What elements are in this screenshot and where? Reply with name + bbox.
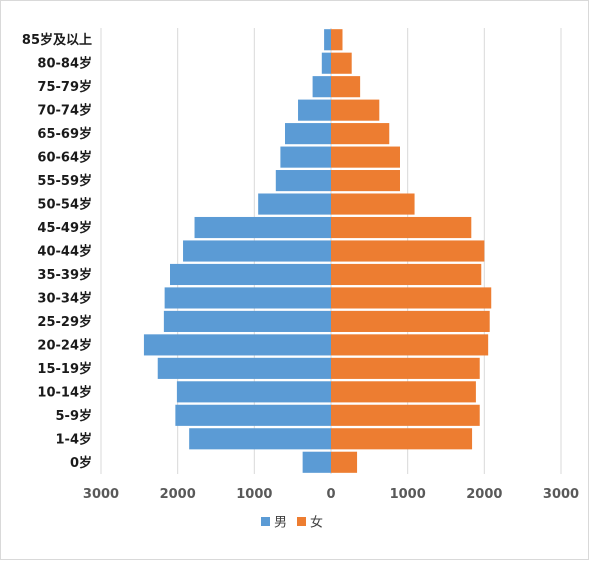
bar-male [176,381,331,403]
x-tick-labels: 3000 2000 1000 0 1000 2000 3000 [83,487,579,502]
bar-female [331,451,358,473]
bar-female [331,381,476,403]
bar-female [331,240,485,262]
legend-label: 女 [310,515,323,531]
category-label: 30-34岁 [37,290,92,306]
category-label: 85岁及以上 [22,32,92,48]
bar-female [331,52,352,74]
bar-female [331,428,473,450]
x-tick-label: 3000 [543,487,579,502]
bar-male [163,310,331,332]
bar-female [331,310,490,332]
bar-female [331,334,489,356]
bar-male [258,193,331,215]
bar-male [275,170,331,192]
bar-female [331,287,492,309]
x-tick-label: 3000 [83,487,119,502]
category-label: 75-79岁 [37,79,92,95]
category-label: 70-74岁 [37,103,92,119]
category-labels: 85岁及以上 80-84岁 75-79岁 70-74岁 65-69岁 60-64岁 55-5… [22,32,92,471]
bars [143,29,492,473]
bar-male [157,357,331,379]
bar-male [164,287,331,309]
bar-male [302,451,331,473]
legend-swatch [261,517,270,526]
x-tick-label: 1000 [236,487,272,502]
x-tick-label: 2000 [466,487,502,502]
bar-male [189,428,331,450]
bar-female [331,263,482,286]
bar-female [331,146,400,168]
bar-female [331,99,380,121]
x-tick-label: 2000 [160,487,196,502]
category-label: 1-4岁 [56,431,93,447]
bar-female [331,29,343,51]
bar-female [331,357,480,379]
bar-male [194,216,331,239]
category-label: 55-59岁 [37,173,92,189]
bar-male [280,146,331,168]
bar-male [175,404,331,426]
bar-male [183,240,331,262]
category-label: 80-84岁 [37,56,92,72]
category-label: 50-54岁 [37,197,92,213]
bar-male [143,334,331,356]
bar-female [331,404,480,426]
category-label: 20-24岁 [37,337,92,353]
x-tick-label: 1000 [390,487,426,502]
bar-female [331,193,415,215]
legend: 男女 [261,515,323,531]
category-label: 0岁 [70,455,92,471]
bar-female [331,76,361,98]
category-label: 35-39岁 [37,267,92,283]
bar-male [285,123,331,145]
category-label: 60-64岁 [37,150,92,166]
category-label: 10-14岁 [37,384,92,400]
category-label: 45-49岁 [37,220,92,236]
bar-female [331,216,472,239]
category-label: 65-69岁 [37,126,92,142]
bar-female [331,170,400,192]
category-label: 25-29岁 [37,314,92,330]
x-tick-label: 0 [326,487,335,502]
bar-male [324,29,331,51]
legend-swatch [297,517,306,526]
legend-label: 男 [274,516,287,531]
category-label: 15-19岁 [37,361,92,377]
bar-male [321,52,331,74]
category-label: 5-9岁 [56,408,93,424]
bar-male [312,76,331,98]
bar-male [170,263,331,286]
bar-male [298,99,331,121]
bar-female [331,123,390,145]
category-label: 40-44岁 [37,244,92,260]
